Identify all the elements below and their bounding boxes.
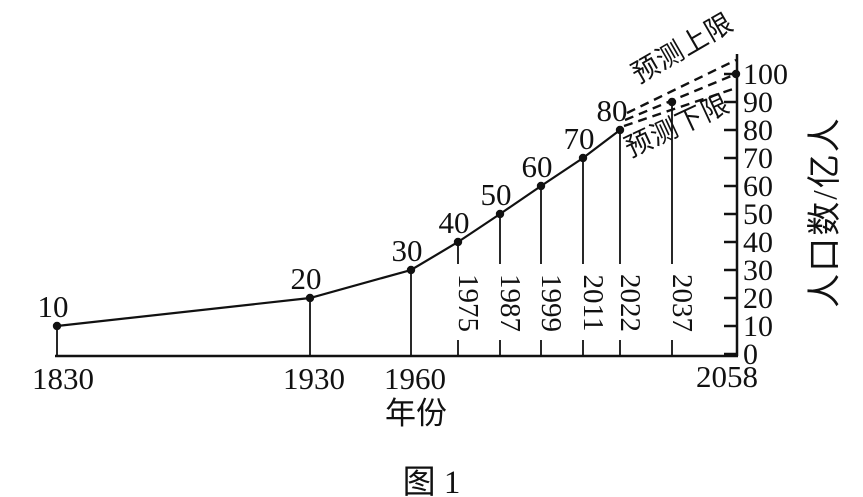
y-tick-label: 10 [743,310,773,343]
value-label: 30 [392,233,423,268]
year-label-rotated: 2022 [614,274,646,332]
year-label-rotated: 1975 [452,274,484,332]
y-tick-label: 80 [743,114,773,147]
value-label: 80 [597,93,628,128]
year-label-rotated: 2037 [666,274,698,332]
y-tick-label: 70 [743,142,773,175]
year-label-rotated: 1987 [494,274,526,332]
y-tick-label: 60 [743,170,773,203]
x-axis-title: 年份 [385,396,447,431]
projection-line-upper [626,58,737,115]
x-tick-label: 1930 [283,361,345,396]
year-label-rotated: 2011 [577,275,609,332]
y-axis-title: 人口数/亿人 [806,116,844,307]
x-tick-label: 2058 [696,359,758,394]
population-chart: 0102030405060708090100人口数/亿人102030405060… [32,7,844,431]
projection-point-dot [667,97,677,107]
data-point-dot [406,265,416,275]
prediction-upper-label: 预测上限 [627,7,739,89]
data-point-dot [536,181,546,191]
y-tick-label: 0 [743,338,758,371]
y-tick-label: 100 [743,58,788,91]
value-label: 10 [38,289,69,324]
figure-caption: 图 1 [402,465,461,497]
value-label: 20 [291,261,322,296]
population-curve [56,129,621,328]
data-point-dot [52,321,62,331]
data-point-dot [615,125,625,135]
y-tick-label: 40 [743,226,773,259]
projection-line-mid [624,72,737,122]
data-point-dot [453,237,463,247]
x-tick-label: 1960 [384,361,446,396]
year-label-rotated: 1999 [535,274,567,332]
data-point-dot [305,293,315,303]
y-tick-label: 20 [743,282,773,315]
projection-point-dot [731,69,741,79]
value-label: 40 [439,205,470,240]
value-label: 50 [481,177,512,212]
y-tick-label: 50 [743,198,773,231]
data-point-dot [578,153,588,163]
data-point-dot [495,209,505,219]
x-tick-label: 1830 [32,361,94,396]
projection-line-lower [623,86,737,128]
value-label: 70 [564,121,595,156]
value-label: 60 [522,149,553,184]
y-tick-label: 90 [743,86,773,119]
prediction-lower-label: 预测下限 [620,89,734,164]
y-tick-label: 30 [743,254,773,287]
